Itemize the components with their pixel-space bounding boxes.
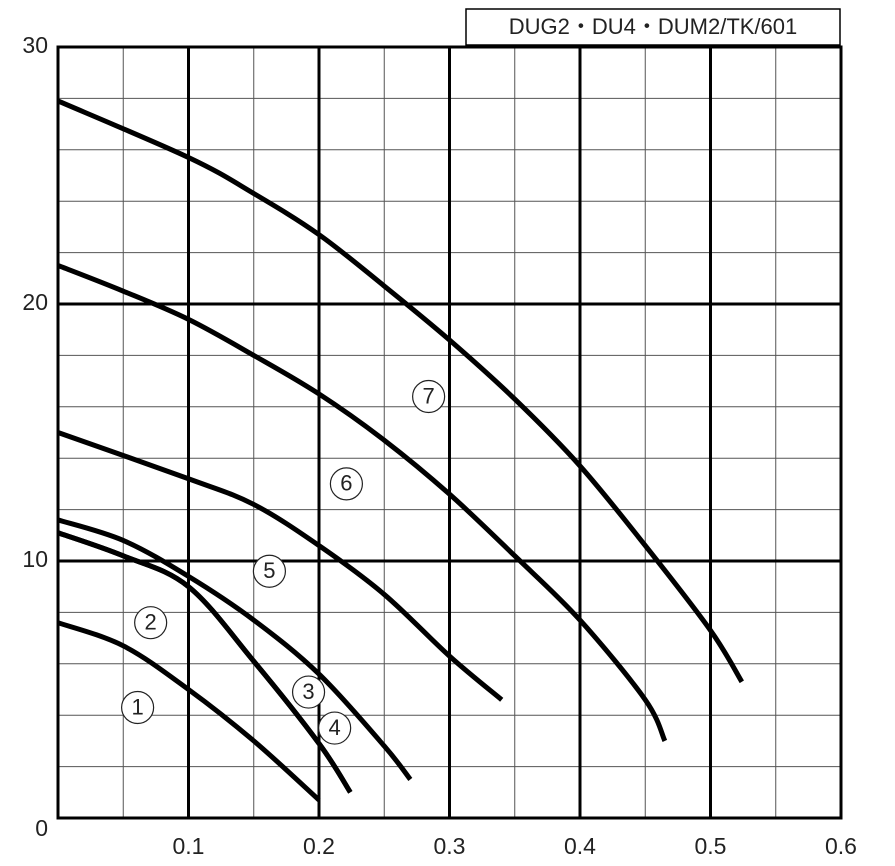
curve bbox=[57, 620, 321, 802]
title-box bbox=[465, 8, 841, 46]
series-label: 3 bbox=[302, 679, 314, 704]
curve bbox=[57, 517, 413, 781]
series-label-circle bbox=[329, 467, 364, 501]
x-tick-label: 0.5 bbox=[695, 833, 727, 859]
x-tick-label: 0.1 bbox=[173, 833, 205, 859]
x-tick-label: 0.4 bbox=[564, 833, 596, 859]
series-label: 2 bbox=[145, 609, 157, 634]
y-tick-label: 0 bbox=[35, 815, 48, 841]
y-tick-label: 30 bbox=[22, 32, 48, 58]
series-label-circle bbox=[318, 711, 352, 745]
series-label-circle bbox=[291, 675, 326, 709]
curve bbox=[57, 430, 504, 702]
series-label: 4 bbox=[329, 715, 341, 740]
x-tick-label: 0.6 bbox=[825, 833, 857, 859]
curve bbox=[57, 98, 744, 684]
series-label: 5 bbox=[263, 558, 275, 583]
series-label: 1 bbox=[131, 694, 143, 719]
series-label-circle bbox=[121, 690, 155, 725]
curve bbox=[57, 263, 668, 742]
x-tick-label: 0.3 bbox=[434, 833, 466, 859]
y-tick-label: 20 bbox=[22, 289, 48, 315]
series-label-circle bbox=[134, 606, 168, 640]
series-label: 6 bbox=[340, 471, 352, 496]
series-label: 7 bbox=[422, 383, 434, 408]
series-label-circle bbox=[252, 554, 287, 588]
curve bbox=[57, 530, 353, 794]
x-tick-label: 0.2 bbox=[303, 833, 335, 859]
y-tick-label: 10 bbox=[22, 546, 48, 572]
series-label-circle bbox=[412, 379, 446, 414]
chart-title: DUG2・DU4・DUM2/TK/601 bbox=[509, 14, 798, 39]
